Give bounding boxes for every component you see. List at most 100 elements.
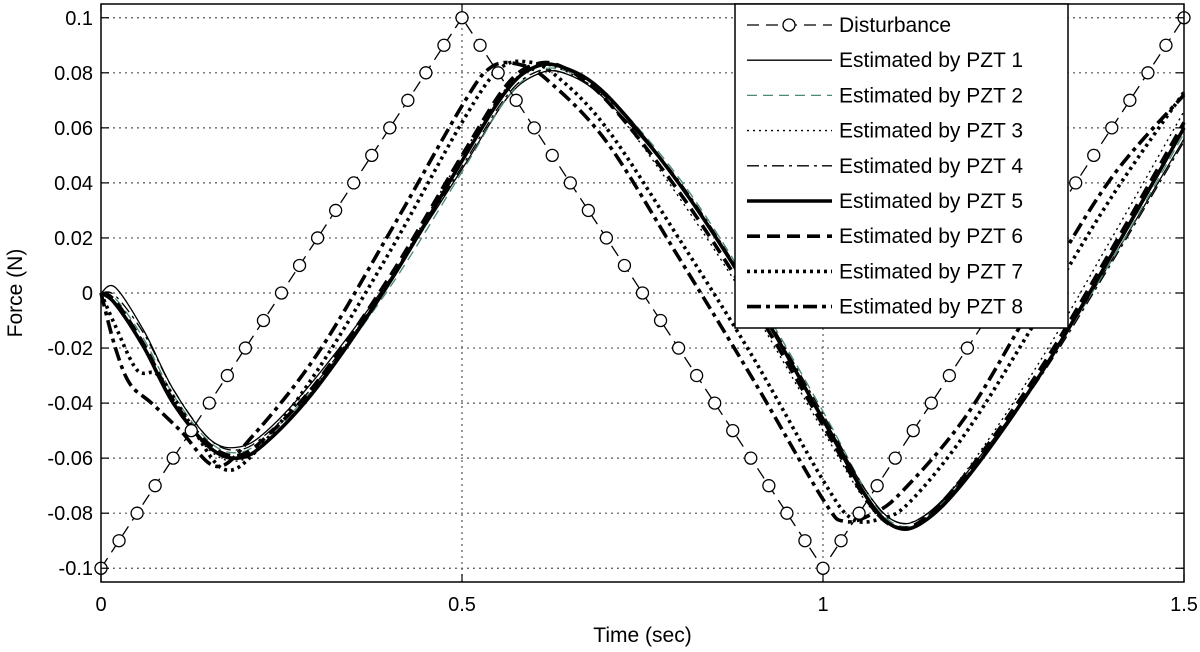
data-point-marker <box>256 313 271 328</box>
data-point-marker <box>816 561 830 575</box>
data-point-marker <box>870 479 884 493</box>
legend-label: Estimated by PZT 6 <box>839 225 1023 248</box>
y-tick-label: 0.04 <box>54 173 93 195</box>
data-point-marker <box>238 341 253 355</box>
y-tick-label: 0.02 <box>54 228 93 250</box>
data-point-marker <box>726 423 740 438</box>
data-point-marker <box>653 313 668 328</box>
x-tick-label: 1 <box>817 594 828 616</box>
data-point-marker <box>780 506 794 520</box>
legend-label: Estimated by PZT 2 <box>839 84 1023 107</box>
legend-label: Estimated by PZT 1 <box>839 49 1023 72</box>
data-point-marker <box>1141 66 1155 80</box>
legend: Disturbance Estimated by PZT 1 Estimated b… <box>734 3 1069 329</box>
data-point-marker <box>455 11 469 25</box>
data-point-marker <box>274 286 289 300</box>
data-point-marker <box>365 148 379 163</box>
legend-item-estimated-by-pzt-7: Estimated by PZT 7 <box>747 260 1023 283</box>
data-point-marker <box>906 423 920 438</box>
legend-label: Estimated by PZT 7 <box>839 260 1023 283</box>
axis-ticks: 0 0.5 1 1.5 -0.1 -0.08 -0.06 -0.04 -0.02 0 0.02 0.0… <box>47 4 1198 616</box>
data-point-marker <box>744 451 758 465</box>
data-point-marker <box>1159 38 1173 52</box>
data-point-marker <box>1087 148 1101 163</box>
data-point-marker <box>292 258 307 273</box>
data-point-marker <box>671 341 686 355</box>
data-point-marker <box>437 38 451 52</box>
y-tick-label: 0.1 <box>65 8 93 30</box>
legend-item-estimated-by-pzt-2: Estimated by PZT 2 <box>747 84 1023 107</box>
x-axis-label: Time (sec) <box>593 624 691 647</box>
x-tick-label: 1.5 <box>1170 594 1198 616</box>
data-point-marker <box>202 396 216 410</box>
data-point-marker <box>1105 121 1119 135</box>
data-point-marker <box>310 231 325 245</box>
y-tick-label: -0.1 <box>59 558 93 580</box>
y-tick-label: -0.02 <box>47 338 93 360</box>
data-point-marker <box>509 93 523 107</box>
data-point-marker <box>527 121 541 135</box>
y-tick-label: -0.06 <box>47 448 93 470</box>
data-point-marker <box>112 534 126 548</box>
legend-label: Disturbance <box>839 14 951 37</box>
y-tick-label: 0.08 <box>54 63 93 85</box>
y-tick-label: -0.04 <box>47 393 93 415</box>
legend-label: Estimated by PZT 8 <box>839 296 1023 319</box>
data-point-marker <box>960 341 975 355</box>
data-point-marker <box>473 38 487 52</box>
data-point-marker <box>166 451 180 465</box>
data-point-marker <box>148 479 162 493</box>
data-point-marker <box>401 93 415 107</box>
data-point-marker <box>599 231 614 245</box>
legend-item-estimated-by-pzt-3: Estimated by PZT 3 <box>747 120 1023 143</box>
data-point-marker <box>1123 93 1137 107</box>
data-point-marker <box>184 423 198 438</box>
x-tick-label: 0.5 <box>448 594 476 616</box>
data-point-marker <box>328 203 343 218</box>
series-estimated-by-pzt-4 <box>100 69 1185 525</box>
data-point-marker <box>798 534 812 548</box>
data-point-marker <box>690 368 704 383</box>
data-point-marker <box>130 506 144 520</box>
y-tick-label: 0 <box>82 283 93 305</box>
data-point-marker <box>419 66 433 80</box>
series-estimated-by-pzt-5 <box>99 62 1186 532</box>
legend-item-estimated-by-pzt-4: Estimated by PZT 4 <box>747 155 1023 178</box>
legend-item-disturbance: Disturbance <box>747 14 951 37</box>
x-tick-label: 0 <box>95 594 106 616</box>
legend-item-estimated-by-pzt-5: Estimated by PZT 5 <box>747 190 1023 213</box>
legend-item-estimated-by-pzt-8: Estimated by PZT 8 <box>747 296 1023 319</box>
data-point-marker <box>942 368 956 383</box>
series-estimated-by-pzt-8 <box>99 60 1186 524</box>
legend-item-estimated-by-pzt-1: Estimated by PZT 1 <box>747 49 1023 72</box>
data-point-marker <box>708 396 722 410</box>
data-point-marker <box>347 176 361 190</box>
series-line <box>100 60 1186 531</box>
data-point-marker <box>924 396 938 410</box>
legend-item-estimated-by-pzt-6: Estimated by PZT 6 <box>747 225 1023 248</box>
data-point-marker <box>545 148 559 163</box>
series-line <box>100 69 1185 525</box>
data-point-marker <box>220 368 235 383</box>
series-line <box>99 62 1186 532</box>
data-point-marker <box>888 451 902 465</box>
data-point-marker <box>563 176 577 190</box>
legend-label: Estimated by PZT 4 <box>839 155 1023 178</box>
data-point-marker <box>617 258 632 273</box>
legend-label: Estimated by PZT 5 <box>839 190 1023 213</box>
y-tick-label: 0.06 <box>54 118 93 140</box>
data-point-marker <box>383 121 397 135</box>
series-line <box>99 60 1186 524</box>
data-point-marker <box>1069 176 1083 190</box>
y-axis-label: Force (N) <box>4 249 27 338</box>
data-point-marker <box>852 506 866 520</box>
y-tick-label: -0.08 <box>47 503 93 525</box>
legend-label: Estimated by PZT 3 <box>839 120 1023 143</box>
data-point-marker <box>762 479 776 493</box>
data-point-marker <box>834 534 848 548</box>
legend-marker <box>782 18 796 32</box>
data-point-marker <box>491 66 505 80</box>
series-estimated-by-pzt-6 <box>100 60 1186 531</box>
data-point-marker <box>581 203 595 218</box>
